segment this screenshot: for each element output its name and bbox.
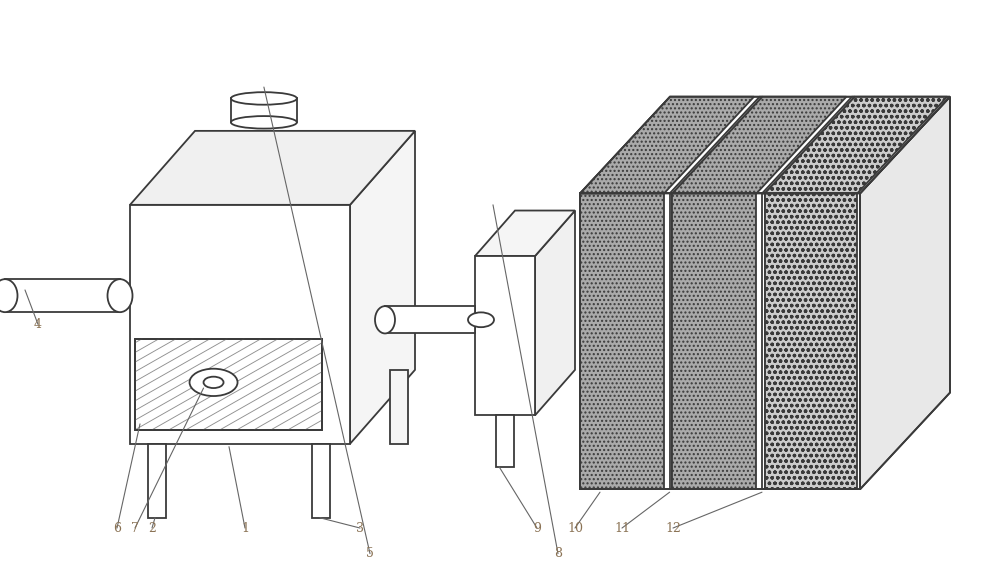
Bar [765,193,857,489]
Bar [135,339,322,430]
Bar [580,193,664,489]
Polygon shape [580,97,754,193]
Circle shape [468,312,494,327]
Text: 10: 10 [567,522,583,534]
Polygon shape [860,97,950,489]
Bar [580,193,860,489]
Polygon shape [762,97,855,193]
Bar [130,205,350,444]
Text: 4: 4 [34,318,42,331]
Bar [670,193,672,489]
Bar [580,193,860,489]
Bar [385,306,475,333]
Polygon shape [475,211,575,256]
Bar [148,444,166,518]
Bar [231,98,297,122]
Circle shape [190,369,238,396]
Bar [312,444,330,518]
Polygon shape [765,97,947,193]
Polygon shape [350,131,415,444]
Ellipse shape [375,306,395,333]
Text: 12: 12 [665,522,681,534]
Bar [672,193,756,489]
Text: 7: 7 [131,522,139,534]
Ellipse shape [108,279,132,312]
Polygon shape [130,131,415,205]
Text: 8: 8 [554,547,562,560]
Ellipse shape [0,279,18,312]
Bar [475,256,535,415]
Bar [135,339,322,430]
Polygon shape [535,211,575,415]
Ellipse shape [231,92,297,105]
Text: 5: 5 [366,547,374,560]
Text: 1: 1 [241,522,249,534]
Text: 6: 6 [113,522,121,534]
Bar [5,279,120,312]
Polygon shape [670,97,762,193]
Text: 2: 2 [148,522,156,534]
Polygon shape [672,97,846,193]
Ellipse shape [231,116,297,129]
Circle shape [204,377,224,388]
Polygon shape [580,97,950,193]
Text: 9: 9 [533,522,541,534]
Bar [390,370,408,444]
Bar [762,193,765,489]
Text: 11: 11 [614,522,630,534]
Text: 3: 3 [356,522,364,534]
Bar [496,415,514,467]
